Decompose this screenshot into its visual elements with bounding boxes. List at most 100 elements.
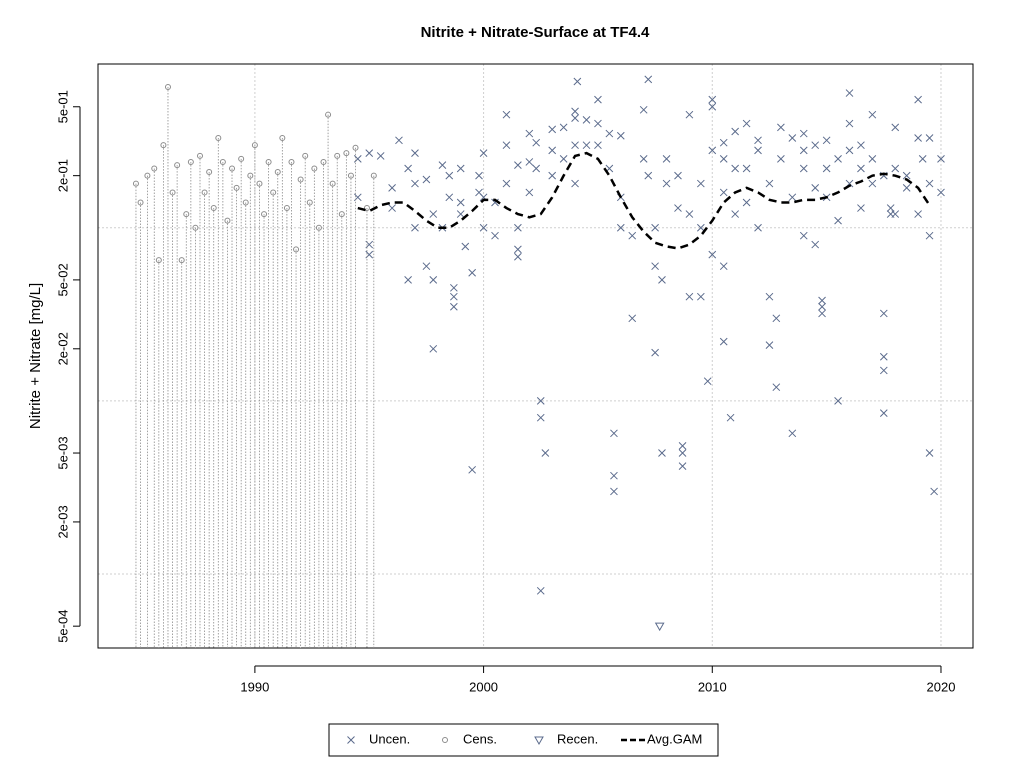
y-tick-label: 2e-03 bbox=[55, 505, 70, 538]
legend-symbol bbox=[347, 736, 355, 744]
uncensored-point bbox=[678, 449, 687, 457]
x-tick-label: 2000 bbox=[469, 679, 498, 694]
censored-point bbox=[187, 158, 194, 165]
uncensored-point bbox=[388, 204, 396, 212]
uncensored-point bbox=[502, 141, 511, 150]
uncensored-point bbox=[456, 210, 465, 218]
uncensored-point bbox=[678, 442, 687, 450]
uncensored-point bbox=[468, 268, 477, 277]
uncensored-point bbox=[708, 95, 717, 104]
uncensored-point bbox=[742, 119, 751, 128]
plot-frame bbox=[97, 63, 974, 649]
uncensored-point bbox=[628, 231, 637, 240]
censored-point bbox=[297, 176, 304, 183]
censored-point bbox=[274, 168, 281, 175]
uncensored-point bbox=[696, 223, 705, 232]
uncensored-point bbox=[799, 146, 808, 155]
censored-point bbox=[302, 152, 309, 159]
uncensored-point bbox=[541, 449, 550, 457]
uncensored-point bbox=[857, 204, 865, 212]
censored-point bbox=[151, 165, 158, 172]
uncensored-point bbox=[445, 193, 454, 202]
censored-point bbox=[160, 142, 167, 149]
uncensored-point bbox=[742, 198, 751, 207]
uncensored-point bbox=[937, 188, 945, 197]
uncensored-point bbox=[703, 377, 712, 386]
censored-point bbox=[210, 205, 217, 212]
uncensored-point bbox=[456, 198, 465, 207]
censored-point bbox=[201, 189, 208, 196]
censored-point bbox=[242, 199, 249, 206]
uncensored-point bbox=[365, 149, 374, 157]
y-tick-label: 2e-01 bbox=[55, 159, 70, 192]
uncensored-point bbox=[404, 164, 412, 173]
chart-title: Nitrite + Nitrate-Surface at TF4.4 bbox=[421, 24, 650, 41]
legend-label: Uncen. bbox=[369, 731, 410, 746]
uncensored-point bbox=[571, 107, 579, 116]
censored-point bbox=[251, 142, 258, 149]
uncensored-point bbox=[788, 134, 797, 142]
uncensored-point bbox=[719, 138, 728, 147]
uncensored-point bbox=[719, 262, 728, 271]
uncensored-point bbox=[685, 210, 694, 218]
y-tick-label: 5e-03 bbox=[55, 436, 70, 469]
censored-point bbox=[132, 180, 139, 187]
uncensored-point bbox=[662, 179, 671, 188]
uncensored-point bbox=[353, 155, 362, 163]
y-tick-label: 5e-04 bbox=[55, 610, 70, 643]
uncensored-point bbox=[610, 429, 618, 438]
censored-point bbox=[164, 84, 171, 91]
uncensored-point bbox=[731, 210, 740, 218]
censored-point bbox=[343, 150, 350, 157]
uncensored-point bbox=[772, 314, 781, 323]
censored-point bbox=[261, 211, 268, 218]
censored-point bbox=[183, 211, 190, 218]
uncensored-point bbox=[582, 116, 591, 124]
uncensored-point bbox=[731, 164, 740, 173]
uncensored-point bbox=[674, 171, 682, 180]
y-tick-label: 5e-02 bbox=[55, 263, 70, 296]
uncensored-point bbox=[772, 383, 781, 392]
censored-point bbox=[206, 168, 213, 175]
censored-point bbox=[137, 199, 144, 206]
uncensored-point bbox=[726, 413, 735, 422]
censored-point bbox=[233, 184, 240, 191]
uncensored-point bbox=[930, 487, 938, 496]
legend-box bbox=[328, 723, 719, 757]
uncensored-point bbox=[918, 155, 927, 163]
uncensored-point bbox=[422, 262, 431, 271]
gam-line bbox=[357, 151, 931, 250]
uncensored-point bbox=[818, 296, 826, 305]
y-tick-label: 5e-01 bbox=[55, 90, 70, 123]
uncensored-point bbox=[834, 155, 842, 163]
uncensored-point bbox=[891, 164, 900, 173]
censored-point bbox=[196, 152, 203, 159]
uncensored-point bbox=[514, 223, 522, 232]
uncensored-point bbox=[438, 161, 447, 170]
uncensored-point bbox=[696, 292, 705, 301]
x-tick-label: 1990 bbox=[240, 679, 269, 694]
uncensored-point bbox=[754, 146, 762, 155]
uncensored-point bbox=[845, 89, 854, 97]
uncensored-point bbox=[514, 252, 522, 261]
uncensored-point bbox=[696, 179, 705, 188]
uncensored-point bbox=[834, 397, 842, 405]
uncensored-point bbox=[811, 184, 820, 192]
uncensored-point bbox=[429, 344, 438, 353]
uncensored-point bbox=[445, 171, 454, 180]
uncensored-point bbox=[811, 141, 820, 150]
uncensored-point bbox=[605, 129, 614, 138]
uncensored-point bbox=[456, 164, 465, 173]
censored-point bbox=[325, 111, 332, 118]
uncensored-point bbox=[845, 146, 854, 155]
uncensored-point bbox=[799, 129, 808, 138]
uncensored-point bbox=[450, 292, 458, 301]
uncensored-point bbox=[799, 164, 808, 173]
censored-point bbox=[144, 172, 151, 179]
uncensored-point bbox=[925, 179, 934, 188]
uncensored-point bbox=[902, 171, 911, 180]
uncensored-point bbox=[822, 136, 831, 145]
uncensored-point bbox=[925, 134, 934, 142]
uncensored-point bbox=[765, 341, 774, 349]
